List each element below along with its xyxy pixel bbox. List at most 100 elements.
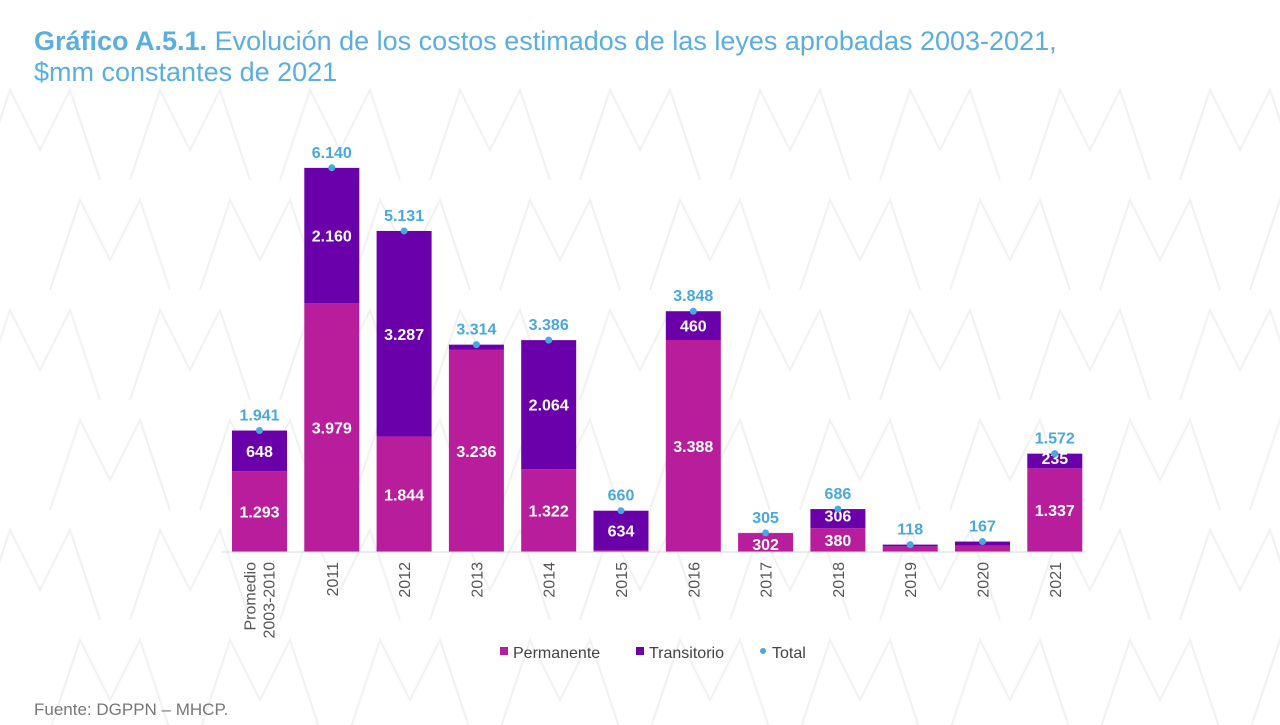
watermark-mark	[1029, 527, 1151, 621]
legend-swatch	[760, 648, 766, 654]
x-tick-label: 2020	[976, 562, 993, 598]
watermark-mark	[729, 527, 851, 621]
watermark-mark	[129, 307, 251, 401]
bar-transitorio	[304, 167, 360, 304]
bar-permanente	[521, 469, 577, 552]
legend-label: Total	[772, 645, 806, 662]
bar-permanente	[665, 340, 721, 552]
legend-item: Permanente	[500, 645, 600, 662]
watermark-mark	[799, 417, 921, 511]
label-permanente: 3.236	[456, 444, 496, 461]
x-tick: 2015	[614, 562, 631, 598]
watermark-mark	[500, 637, 620, 725]
watermark-mark	[499, 197, 621, 291]
bar-transitorio	[810, 509, 866, 529]
watermark-mark	[1250, 637, 1280, 725]
watermark-mark	[1100, 637, 1220, 725]
bar-permanente	[593, 550, 649, 552]
label-permanente: 3.979	[312, 421, 352, 438]
watermark-mark	[199, 197, 321, 291]
label-total: 167	[969, 519, 996, 536]
watermark-mark	[279, 527, 401, 621]
label-total: 3.386	[529, 317, 569, 334]
watermark-mark	[879, 307, 1001, 401]
label-permanente: 1.322	[529, 504, 569, 521]
watermark-mark	[1029, 307, 1151, 401]
chart-title: Gráfico A.5.1. Evolución de los costos e…	[34, 26, 1274, 88]
total-point	[979, 538, 986, 546]
x-tick: 2019	[903, 562, 920, 598]
watermark-mark	[129, 87, 251, 181]
watermark-mark	[200, 637, 320, 725]
label-permanente: 1.844	[384, 487, 424, 504]
legend-label: Transitorio	[649, 645, 724, 662]
total-point	[762, 529, 770, 537]
x-tick: 2021	[1048, 562, 1065, 598]
x-axis-ticks: Promedio 2003-2010 2011 2012 2013 2014 2015 201…	[243, 562, 1065, 639]
label-total: 5.131	[384, 208, 424, 225]
bar-transitorio	[521, 340, 577, 470]
bar-permanente	[882, 546, 938, 552]
watermark-mark	[1179, 87, 1280, 181]
source-note: Fuente: DGPPN – MHCP.	[34, 700, 229, 719]
x-tick-label: 2019	[903, 562, 920, 598]
label-total: 3.314	[456, 322, 496, 339]
label-permanente: 1.293	[239, 505, 279, 522]
x-tick-label: 2014	[542, 562, 559, 598]
total-point	[256, 427, 263, 435]
total-point	[689, 307, 697, 315]
bar-transitorio	[232, 430, 287, 472]
watermark-mark	[949, 417, 1071, 511]
legend-item: Total	[760, 645, 806, 662]
x-tick: 2014	[542, 562, 559, 598]
x-tick-label: 2003-2010	[262, 562, 279, 639]
watermark-mark	[729, 307, 851, 401]
bar-transitorio	[376, 230, 432, 437]
watermark-mark	[879, 87, 1001, 181]
chart-title-prefix: Gráfico A.5.1.	[34, 26, 208, 56]
x-tick-label: 2016	[686, 562, 703, 598]
total-point	[834, 505, 842, 513]
watermark-mark	[1099, 417, 1221, 511]
watermark-mark	[879, 527, 1001, 621]
label-permanente: 302	[752, 537, 779, 554]
watermark-mark	[0, 307, 101, 401]
watermark-mark	[729, 87, 851, 181]
label-permanente: 1.337	[1035, 503, 1075, 520]
label-total: 1.941	[239, 408, 279, 425]
label-permanente: 380	[825, 533, 852, 550]
x-tick: 2011	[325, 562, 342, 597]
x-tick-label: 2017	[759, 562, 776, 598]
watermark-mark	[1249, 197, 1280, 291]
background-watermark	[0, 87, 1280, 725]
watermark-mark	[800, 637, 920, 725]
legend: Permanente Transitorio Total	[500, 645, 806, 662]
labels-layer: 1.293 648 1.941 3.979 2.160 6.140 1.844 3.287 5.…	[239, 145, 1074, 554]
watermark-mark	[49, 197, 171, 291]
label-total: 305	[752, 510, 779, 527]
x-tick-label: 2012	[397, 562, 414, 598]
watermark-mark	[950, 637, 1070, 725]
watermark-mark	[0, 527, 101, 621]
bar-permanente	[810, 528, 866, 552]
watermark-mark	[129, 527, 251, 621]
x-tick: 2013	[469, 562, 486, 598]
watermark-mark	[579, 87, 701, 181]
watermark-mark	[0, 87, 101, 181]
x-tick-label: 2011	[325, 562, 342, 597]
label-transitorio: 648	[246, 444, 273, 461]
label-transitorio: 235	[1041, 451, 1068, 468]
watermark-mark	[1029, 87, 1151, 181]
legend-label: Permanente	[513, 645, 600, 662]
bar-permanente	[376, 436, 432, 552]
watermark-mark	[1179, 527, 1280, 621]
label-total: 6.140	[312, 145, 352, 162]
watermark-mark	[350, 637, 470, 725]
bar-permanente	[955, 545, 1010, 552]
x-tick-label: 2013	[469, 562, 486, 598]
bar-transitorio	[593, 510, 649, 551]
legend-item: Transitorio	[636, 645, 724, 662]
watermark-mark	[799, 197, 921, 291]
total-point	[906, 541, 914, 549]
watermark-mark	[1249, 417, 1280, 511]
